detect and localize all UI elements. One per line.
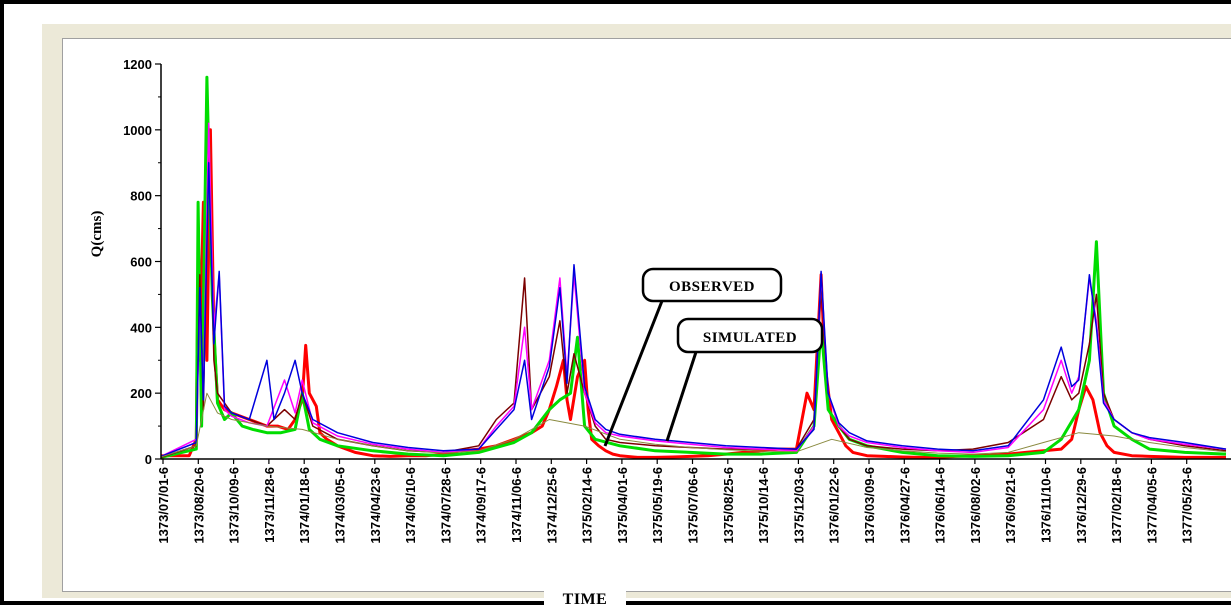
axes-layer [160, 64, 1231, 460]
x-tick-label: 1375/04/01-6 [615, 467, 630, 544]
x-tick-label: 1376/01/22-6 [827, 467, 842, 544]
x-tick-label: 1377/05/23-6 [1180, 467, 1195, 544]
x-tick-label: 1375/02/14-6 [580, 467, 595, 544]
x-tick-label: 1373/07/01-6 [156, 467, 171, 544]
observed-callout-box [641, 267, 783, 303]
series-line-1 [160, 75, 1227, 459]
x-tick-label: 1374/01/18-6 [297, 467, 312, 544]
callouts: OBSERVED SIMULATED [603, 267, 824, 447]
x-tick-label: 1375/12/03-6 [791, 467, 806, 544]
x-tick-label: 1374/04/23-6 [368, 467, 383, 544]
x-tick-label: 1373/10/09-6 [227, 467, 242, 544]
x-tick-label: 1376/11/10-6 [1039, 467, 1054, 543]
y-tick-label: 0 [145, 452, 152, 467]
y-tick-label: 800 [130, 189, 152, 204]
x-tick-label: 1375/07/06-6 [686, 467, 701, 544]
x-tick-label: 1374/12/25-6 [544, 467, 559, 544]
x-tick-label: 1374/06/10-6 [403, 467, 418, 544]
y-tick-label: 600 [130, 255, 152, 270]
series-layer [160, 75, 1227, 459]
y-tick-label: 200 [130, 386, 152, 401]
series-line-2 [160, 135, 1227, 459]
x-tick-label: 1374/03/05-6 [333, 467, 348, 544]
y-ticks: 0 200 400 600 800 1000 1200 [123, 57, 161, 467]
series-line-5 [160, 392, 1227, 458]
x-tick-label: 1375/08/25-6 [721, 467, 736, 544]
x-tick-label: 1376/12/29-6 [1074, 467, 1089, 544]
x-tick-label: 1376/06/14-6 [933, 467, 948, 544]
x-tick-label: 1376/03/09-6 [862, 467, 877, 544]
series-line-4 [160, 162, 1227, 458]
x-tick-label: 1376/09/21-6 [1003, 467, 1018, 544]
simulated-callout-label: SIMULATED [703, 330, 797, 346]
x-tick-label: 1377/02/18-6 [1109, 467, 1124, 544]
x-tick-label: 1375/10/14-6 [756, 467, 771, 544]
x-tick-label: 1377/04/05-6 [1144, 467, 1159, 544]
x-tick-label: 1375/05/19-6 [650, 467, 665, 544]
x-tick-label: 1374/07/28-6 [438, 467, 453, 544]
x-tick-label: 1374/11/06-6 [509, 467, 524, 543]
observed-callout-label: OBSERVED [669, 279, 755, 295]
x-ticks: 1373/07/01-6 1373/08/20-6 1373/10/09-6 1373… [156, 459, 1195, 544]
y-tick-label: 1000 [123, 123, 152, 138]
x-tick-label: 1376/04/27-6 [897, 467, 912, 544]
simulated-callout-box [676, 317, 824, 354]
observed-pointer [603, 300, 664, 447]
x-tick-label: 1373/11/28-6 [262, 467, 277, 543]
x-axis-label: TIME [563, 591, 608, 608]
simulated-pointer [665, 351, 698, 442]
y-tick-label: 1200 [123, 57, 152, 72]
y-axis-label: Q(cms) [89, 211, 105, 258]
x-tick-label: 1374/09/17-6 [474, 467, 489, 544]
x-tick-label: 1376/08/02-6 [968, 467, 983, 544]
plot-frame [62, 38, 1231, 592]
x-tick-label: 1373/08/20-6 [191, 467, 206, 544]
y-tick-label: 400 [130, 320, 152, 335]
